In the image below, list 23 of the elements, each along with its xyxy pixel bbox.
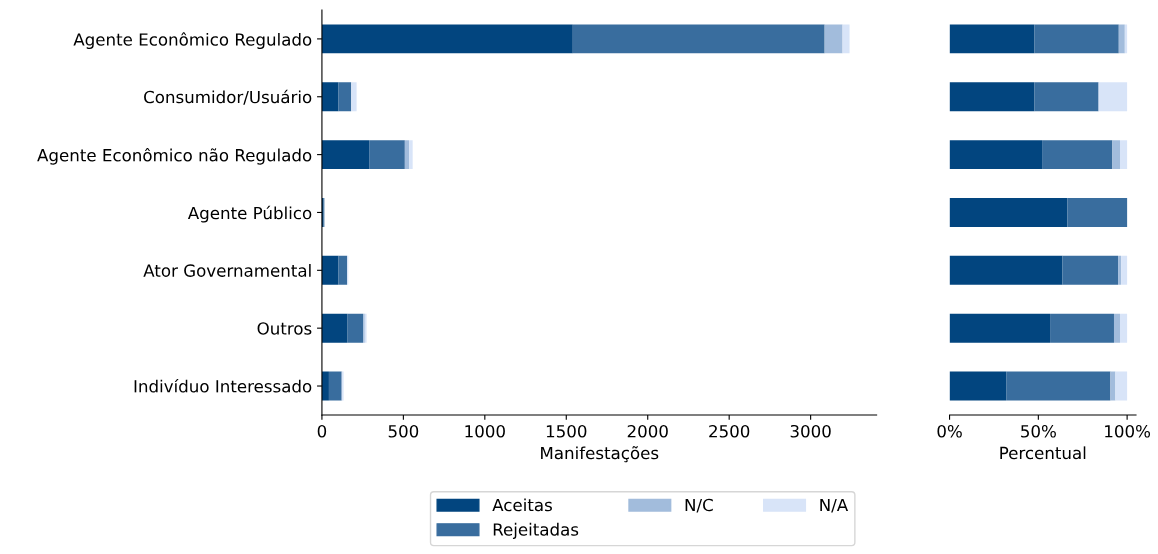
legend-label: Aceitas: [492, 498, 552, 512]
x-tick-label: 50%: [1021, 424, 1056, 438]
x-axis-title: Percentual: [1000, 446, 1086, 460]
y-tick-label: Agente Econômico Regulado: [73, 32, 312, 50]
x-tick-label: 100%: [1105, 424, 1151, 438]
x-tick-label: 1500: [546, 424, 587, 438]
x-tick-label: 0%: [937, 424, 962, 438]
y-tick-label: Ator Governamental: [143, 263, 311, 277]
legend-label: N/A: [820, 498, 849, 513]
x-tick-label: 3000: [790, 424, 831, 438]
legend-label: N/C: [685, 498, 713, 513]
y-tick-label: Consumidor/Usuário: [144, 89, 312, 105]
y-tick-label: Agente Público: [187, 205, 312, 223]
x-tick-label: 2500: [709, 424, 750, 438]
x-tick-label: 0: [317, 424, 327, 438]
legend-label: Rejeitadas: [493, 522, 579, 539]
x-tick-label: 500: [388, 424, 419, 438]
x-axis-title: Manifestações: [541, 446, 659, 463]
y-tick-label: Agente Econômico não Regulado: [37, 147, 312, 165]
x-tick-label: 2000: [627, 424, 668, 438]
x-tick-label: 1000: [465, 424, 505, 438]
y-tick-label: Indivíduo Interessado: [134, 379, 312, 393]
y-tick-label: Outros: [257, 322, 312, 335]
